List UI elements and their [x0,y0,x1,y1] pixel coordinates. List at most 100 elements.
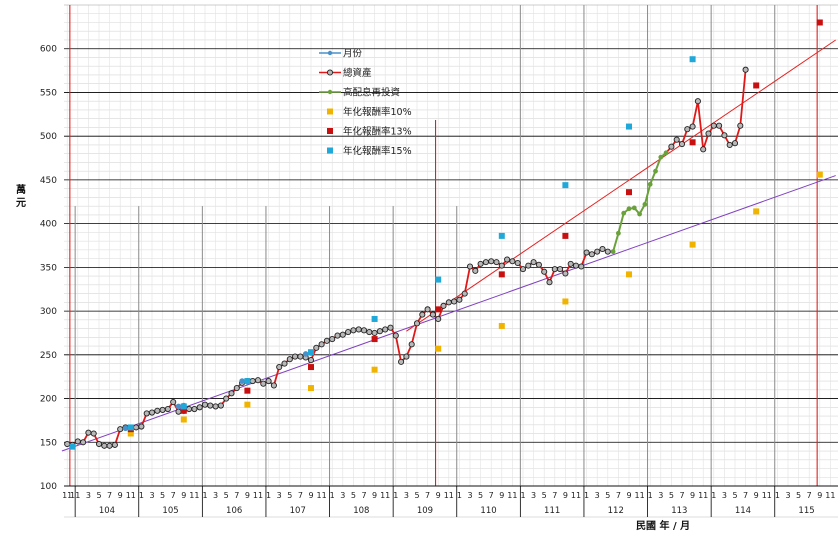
total-assets-point [233,385,240,392]
total-assets-point [472,267,479,274]
monthly-point [302,351,309,357]
total-assets-point [451,298,458,305]
return-10-point [371,366,378,373]
return-10-point [816,171,823,178]
return-15-point [371,315,378,322]
x-tick-label: 7 [679,491,684,500]
x-tick-label: 5 [160,491,165,500]
total-assets-point [313,344,320,351]
total-assets-point [668,143,675,150]
total-assets-point [546,279,553,286]
x-tick-label: 5 [605,491,610,500]
return-15-point [127,424,134,431]
total-assets-point [164,405,171,413]
x-tick-label: 7 [807,491,812,500]
x-tick-label: 3 [149,491,154,500]
total-assets-point [265,378,272,385]
x-tick-label: 1 [139,491,144,500]
y-axis-title-2: 元 [16,197,26,209]
year-label: 115 [798,506,814,516]
x-tick-label: 9 [372,491,377,500]
x-tick-label: 11 [762,491,772,500]
total-assets-point [731,140,739,147]
x-tick-label: 5 [96,491,101,500]
total-assets-point [557,266,564,273]
x-tick-label: 1 [584,491,589,500]
total-assets-point [228,390,235,397]
x-tick-label: 3 [340,491,345,500]
total-assets-point [382,326,389,333]
total-assets-point [445,299,452,306]
total-assets-point [74,438,81,445]
total-assets-point [345,329,352,336]
y-tick-label: 400 [40,220,57,230]
y-tick-label: 500 [40,132,57,142]
return-13-point [562,232,569,239]
x-tick-label: 1 [70,491,75,500]
x-tick-label: 7 [552,491,557,500]
x-tick-label: 9 [754,491,759,500]
x-tick-label: 9 [690,491,695,500]
x-tick-label: 9 [308,491,313,500]
total-assets-point [413,320,421,327]
x-tick-label: 9 [436,491,441,500]
total-assets-point [170,398,177,406]
total-assets-point [689,123,696,130]
x-tick-label: 1 [457,491,462,500]
x-tick-label: 7 [234,491,239,500]
year-label: 113 [671,506,687,516]
series [64,19,823,450]
total-assets-point [201,401,209,408]
total-assets-point [64,440,71,448]
total-assets-point [700,146,707,153]
total-assets-point [488,258,495,265]
x-axis-title: 民國 年 / 月 [636,519,690,532]
total-assets-point [339,331,346,338]
total-assets-point [154,407,161,414]
total-assets-point [217,402,224,409]
x-tick-label: 11 [380,491,390,500]
x-tick-label: 5 [414,491,419,500]
x-tick-label: 3 [531,491,536,500]
total-assets-point [477,260,484,267]
x-tick-label: 7 [107,491,112,500]
return-15-point [626,123,632,130]
x-tick-label: 11 [825,491,835,500]
total-assets-point [493,259,500,266]
return-10-point [308,385,314,392]
legend-swatch-square [327,108,333,115]
y-axis-title-1: 萬 [16,183,26,196]
y-tick-label: 600 [40,45,57,55]
total-assets-point [684,126,691,133]
y-tick-label: 300 [40,307,57,317]
year-label: 107 [290,506,306,516]
total-assets-point [440,302,447,309]
x-tick-label: 7 [616,491,621,500]
total-assets-point [117,426,124,433]
total-assets-point [111,441,118,448]
total-assets-point [207,402,214,409]
total-assets-point [398,358,405,365]
x-tick-label: 1 [202,491,207,500]
total-assets-point [482,259,489,266]
total-assets-point [249,378,256,385]
total-assets-point [551,266,558,273]
monthly-point [239,378,245,384]
x-tick-label: 5 [478,491,483,500]
total-assets-point [578,263,585,270]
total-assets-point [334,332,341,339]
return-10-point [244,401,251,408]
dividend-point [642,201,648,207]
trend-red-line [406,39,836,332]
x-tick-label: 7 [743,491,748,500]
year-label: 111 [544,506,560,516]
total-assets-point [360,327,368,334]
return-15-point [689,56,696,63]
x-tick-label: 1 [330,491,335,500]
total-assets-point [133,424,140,431]
grid [64,4,838,487]
total-assets-point [350,327,357,334]
y-tick-label: 350 [40,263,57,273]
total-assets-point [716,122,723,129]
